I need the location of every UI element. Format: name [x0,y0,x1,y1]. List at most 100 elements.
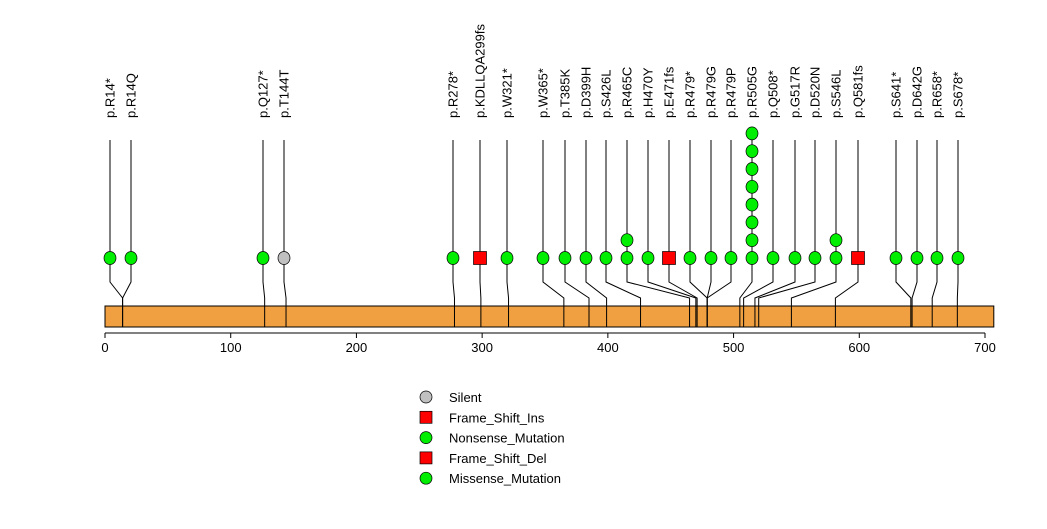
mutation-stalk [283,258,287,327]
x-tick-label: 600 [848,340,870,355]
mutation-circle-marker [124,251,138,265]
legend-item: Missense_Mutation [419,471,561,486]
mutation-circle-marker [724,251,738,265]
mutation-circle-marker [599,251,613,265]
mutation-lollipop: p.S641* [889,72,912,327]
mutation-circle-marker [683,251,697,265]
legend-item: Frame_Shift_Ins [419,410,545,425]
mutation-label: p.R505G [745,66,760,118]
mutation-lollipop: p.Q581fs [834,65,866,327]
mutation-lollipop: p.D642G [910,66,925,327]
x-tick-label: 200 [346,340,368,355]
mutation-lollipop: p.E471fs [662,66,698,327]
mutation-stalk [647,258,697,327]
mutation-stalk [585,258,608,327]
mutation-lollipop: p.R14Q [122,73,139,327]
mutation-circle-marker [256,251,270,265]
mutation-label: p.R479G [704,66,719,118]
mutation-circle-marker [579,251,593,265]
mutation-stalk [931,258,938,327]
mutation-circle-marker [889,251,903,265]
mutation-label: p.R658* [930,71,945,118]
mutation-label: p.W365* [536,68,551,118]
mutation-label: p.H470Y [641,67,656,118]
mutation-label: p.R479* [683,71,698,118]
mutation-label: p.Q508* [766,70,781,118]
x-tick-label: 300 [471,340,493,355]
legend-label: Nonsense_Mutation [449,431,565,446]
mutation-circle-marker [745,179,759,194]
mutation-label: p.G517R [788,66,803,118]
mutation-circle-marker [103,251,117,265]
mutation-circle-marker [766,251,780,265]
mutation-stalk [706,258,732,327]
mutation-circle-marker [829,251,843,265]
mutation-lollipop: p.R479G [704,66,719,327]
x-tick-label: 500 [723,340,745,355]
legend-label: Silent [449,390,482,405]
mutation-stalk [956,258,959,327]
mutation-label: p.T385K [558,69,573,118]
mutation-label: p.S426L [599,70,614,118]
mutation-stalk [758,258,816,327]
mutation-circle-marker [500,251,514,265]
mutation-circle-marker [277,251,291,265]
mutation-circle-marker [620,251,634,265]
legend-item: Silent [419,390,482,405]
legend-square-icon [419,410,433,424]
mutation-stalk [262,258,266,327]
mutation-label: p.Q581fs [851,65,866,118]
mutation-stalk [564,258,590,327]
mutation-label: p.D520N [808,67,823,118]
mutation-circle-marker [745,215,759,230]
mutation-lollipop: p.R505G [739,66,760,327]
mutation-label: p.R14Q [124,73,139,118]
mutation-circle-marker [829,233,843,248]
mutation-stalk [506,258,510,327]
mutation-label: p.S641* [889,72,904,118]
mutation-circle-marker [930,251,944,265]
mutation-lollipop: p.R479* [683,71,708,327]
x-tick-label: 400 [597,340,619,355]
mutation-stalk [834,258,859,327]
legend-item: Frame_Shift_Del [419,451,547,466]
mutation-label: p.KDLLQA299fs [473,24,488,118]
mutation-lollipop: p.R479P [706,67,739,327]
legend-circle-icon [419,390,433,404]
mutation-label: p.T144T [277,70,292,118]
legend-label: Frame_Shift_Del [449,451,547,466]
mutation-lollipop: p.R465C [620,67,691,327]
x-tick-label: 100 [220,340,242,355]
x-tick-label: 700 [974,340,996,355]
mutation-square-marker [473,251,487,265]
mutation-stalk [911,258,918,327]
mutation-stalk [605,258,642,327]
mutation-stalk [452,258,455,327]
mutation-lollipop: p.G517R [754,66,803,327]
mutation-label: p.R278* [446,71,461,118]
mutation-circle-marker [446,251,460,265]
mutation-label: p.R479P [724,67,739,118]
mutation-square-marker [662,251,676,265]
legend-label: Frame_Shift_Ins [449,410,545,425]
mutation-lollipop: p.D399H [579,67,608,327]
mutation-circle-marker [910,251,924,265]
mutation-stalk [754,258,796,327]
legend-circle-icon [419,431,433,444]
mutation-lollipop: p.R14* [103,78,124,327]
mutation-lollipop: p.S678* [951,72,966,327]
mutation-label: p.D399H [579,67,594,118]
mutation-lollipop: p.R658* [930,71,945,327]
mutation-circle-marker [745,126,759,141]
mutation-circle-marker [536,251,550,265]
mutation-lollipop: p.T144T [277,70,292,327]
mutation-circle-marker [951,251,965,265]
mutation-label: p.S546L [829,70,844,118]
mutation-circle-marker [641,251,655,265]
mutation-square-marker [851,251,865,265]
legend-label: Missense_Mutation [449,471,561,486]
mutation-lollipop: p.Q127* [256,70,271,327]
mutation-lollipop: p.Q508* [743,70,781,327]
mutation-stalk [895,258,912,327]
